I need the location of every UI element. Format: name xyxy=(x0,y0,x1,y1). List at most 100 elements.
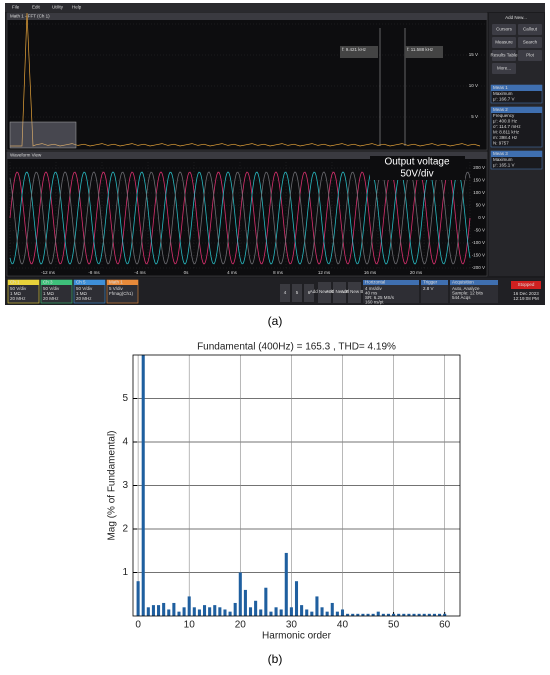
menu-bar xyxy=(5,3,545,12)
date-line: 16 Dec 2023 xyxy=(513,291,539,296)
bar xyxy=(264,587,268,616)
bar xyxy=(315,596,319,616)
time-label: -8 ms xyxy=(88,270,100,275)
bar xyxy=(238,572,242,616)
time-label: 16 ms xyxy=(364,270,377,275)
bar xyxy=(233,602,237,616)
fft-y-label: 10 V xyxy=(469,83,478,88)
status-title: Trigger xyxy=(423,280,438,285)
meas-title-bar xyxy=(491,85,542,91)
bar xyxy=(223,609,227,616)
bar xyxy=(361,613,365,616)
x-tick-label: 50 xyxy=(388,620,400,631)
voltage-label: -200 V xyxy=(472,265,485,270)
menu-item: Help xyxy=(72,5,82,10)
bar xyxy=(254,600,258,616)
status-line: 2.8 V xyxy=(423,286,434,291)
time-label: 8 ms xyxy=(273,270,284,275)
fft-title-bar xyxy=(7,13,487,20)
annotation: Output voltage xyxy=(384,157,449,168)
meas-line: σ': 114.7 mHz xyxy=(493,124,521,129)
x-tick-label: 30 xyxy=(286,620,298,631)
side-button[interactable] xyxy=(518,50,542,61)
channel-head xyxy=(41,280,72,285)
channel-line: 20 MHz xyxy=(10,296,26,301)
time-label: -4 ms xyxy=(134,270,146,275)
status-line: Auto, Analyze xyxy=(452,286,480,291)
side-button[interactable] xyxy=(492,24,516,35)
fft-zoom-box xyxy=(9,121,77,149)
meas-line: μ': 400.0 Hz xyxy=(493,119,518,124)
status-title: Acquisition xyxy=(452,280,474,285)
cursor-box xyxy=(340,46,378,58)
bar xyxy=(294,581,299,616)
channel-line: 1 MΩ xyxy=(76,291,88,296)
waveform-trace xyxy=(9,171,471,265)
channel-line: 5 V/div xyxy=(109,286,124,291)
side-button[interactable] xyxy=(492,37,516,48)
waveform-title: Waveform View xyxy=(10,153,42,158)
bar xyxy=(151,605,155,616)
bar xyxy=(320,607,324,616)
bar xyxy=(443,613,447,616)
number-button[interactable] xyxy=(280,284,290,302)
bar xyxy=(432,613,436,616)
add-button[interactable] xyxy=(318,282,331,303)
bar xyxy=(417,613,421,616)
oscilloscope-screenshot: File Edit Utility Help Math 1 - FFT (Ch 1) 15… xyxy=(5,3,545,328)
bar xyxy=(346,613,350,616)
side-button[interactable] xyxy=(492,63,516,74)
meas-line: m: 398.4 Hz xyxy=(493,135,518,140)
figure-label: (a) xyxy=(268,314,283,328)
add-button[interactable] xyxy=(333,282,346,303)
bar xyxy=(243,589,247,616)
number-button-label: 6 xyxy=(308,290,311,295)
channel-head xyxy=(107,280,138,285)
bar xyxy=(305,609,309,616)
bar xyxy=(392,613,396,616)
number-button[interactable] xyxy=(304,284,314,302)
side-button-label: Callout xyxy=(523,27,538,32)
stopped-label: Stopped xyxy=(518,282,535,287)
x-tick-label: 10 xyxy=(184,620,196,631)
side-button[interactable] xyxy=(518,24,542,35)
y-tick-label: 5 xyxy=(122,393,128,404)
bar xyxy=(187,596,191,616)
add-button-label: Add New Ref xyxy=(326,289,353,294)
voltage-label: 0 V xyxy=(478,215,485,220)
status-line: 544 Acqs xyxy=(452,295,471,300)
time-label: 0s xyxy=(184,270,190,275)
bar xyxy=(162,602,166,616)
side-button-label: More... xyxy=(497,66,511,71)
add-button-label: Add New Math xyxy=(310,289,340,294)
stopped-badge[interactable] xyxy=(511,281,541,289)
side-button[interactable] xyxy=(492,50,516,61)
plot-frame xyxy=(132,354,461,617)
meas-title: Meas 3 xyxy=(493,151,508,156)
voltage-label: 200 V xyxy=(473,165,485,170)
number-button[interactable] xyxy=(292,284,302,302)
meas-title-bar xyxy=(491,151,542,157)
side-button[interactable] xyxy=(518,37,542,48)
bar xyxy=(269,611,273,616)
time-label: 4 ms xyxy=(227,270,238,275)
bar xyxy=(172,602,176,616)
channel-line: 1 MΩ xyxy=(43,291,55,296)
side-button-label: Measure xyxy=(495,40,513,45)
number-button-label: 5 xyxy=(296,290,299,295)
bar xyxy=(366,613,370,616)
side-button-label: Search xyxy=(523,40,538,45)
number-button-label: 4 xyxy=(284,290,287,295)
y-tick-label: 1 xyxy=(122,567,128,578)
channel-name: Ch 5 xyxy=(76,280,86,285)
add-button[interactable] xyxy=(348,282,361,303)
status-box xyxy=(363,280,419,303)
time-label: 20 ms xyxy=(410,270,423,275)
bar xyxy=(146,607,150,616)
waveform-trace xyxy=(9,171,471,265)
y-tick-label: 3 xyxy=(122,480,128,491)
bar xyxy=(284,552,288,616)
bar xyxy=(335,611,339,616)
status-line: 40 ms xyxy=(365,291,378,296)
bar xyxy=(259,609,263,616)
